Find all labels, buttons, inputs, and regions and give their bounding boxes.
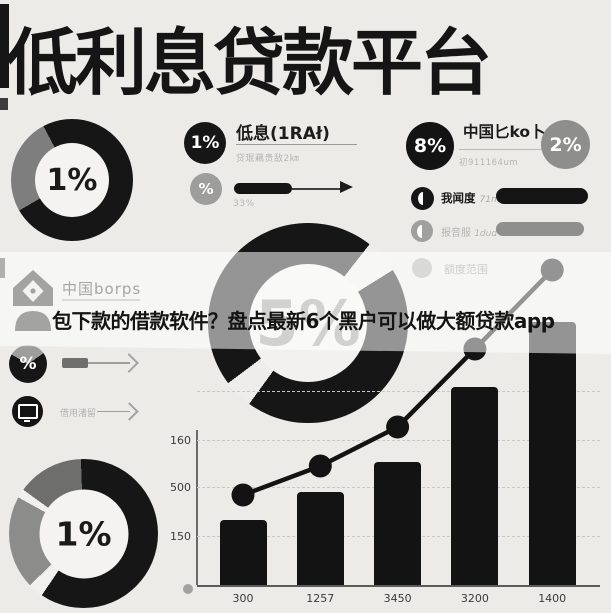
gridline (197, 440, 600, 441)
banner: 中国borps 包下款的借款软件？盘点最新6个黑户可以做大额贷款app (0, 252, 611, 354)
arrow-right-icon (340, 181, 353, 193)
china-row1-label: 我闻度 71mm (441, 191, 509, 205)
bar (451, 387, 499, 585)
chevron-right-icon (119, 353, 139, 373)
china-row2-label: 报音服 1dud (441, 228, 498, 239)
data-point (386, 415, 410, 439)
y-axis (196, 430, 198, 585)
bar (374, 462, 422, 585)
y-tick-label: 150 (170, 530, 191, 543)
x-tick-label: 1257 (306, 592, 335, 605)
x-tick-label: 3450 (383, 592, 412, 605)
donut-bottom-left-value: 1% (55, 514, 112, 553)
arrow-line (88, 362, 130, 364)
divider (236, 144, 357, 145)
y-tick-label: 500 (170, 481, 191, 494)
percent-badge-left: % (9, 345, 47, 383)
bar (296, 492, 344, 585)
china-row1-bar (496, 188, 588, 204)
x-tick-label: 3200 (460, 592, 489, 605)
axis-bullet (183, 584, 193, 594)
monitor-row-label: 借用渚留 (60, 409, 97, 419)
home-icon (13, 270, 53, 331)
china-title: 中国匕ko卜 (463, 123, 546, 141)
brand-name: 中国borps (62, 280, 142, 298)
chevron-right-icon (120, 402, 139, 421)
edge-mark (0, 4, 9, 88)
brand-underline (62, 299, 140, 301)
low-interest-badge: 1% (184, 122, 226, 164)
china-right-badge: 2% (541, 120, 590, 169)
half-moon-glyph (417, 224, 427, 238)
page-title: 低利息贷款平台 (6, 21, 492, 105)
monitor-glyph (17, 404, 38, 422)
monitor-icon (12, 396, 43, 427)
gridline (197, 391, 600, 392)
headline: 包下款的借款软件？盘点最新6个黑户可以做大额贷款app (52, 309, 555, 333)
china-row2-bar (496, 222, 584, 236)
china-row1-sub: 71mm (479, 195, 509, 205)
x-tick-label: 1400 (538, 592, 567, 605)
donut-chart-top-left: 1% (11, 119, 133, 241)
x-tick-label: 300 (232, 592, 254, 605)
china-row2-sub: 1dud (474, 229, 498, 239)
bar-chart: 160 500 150 300 1257 3450 3200 1400 (170, 322, 600, 605)
data-point (308, 454, 332, 478)
progress-bar (234, 183, 292, 194)
y-tick-label: 160 (170, 434, 191, 447)
divider (459, 149, 543, 150)
china-subtitle: 初911164um (459, 158, 519, 168)
clock-icon-gray (411, 220, 433, 242)
bar (219, 520, 267, 585)
arrow-line (97, 411, 130, 413)
low-interest-subtitle: 贷琨藕贵敌2㎞ (236, 154, 300, 164)
bar (528, 322, 576, 585)
banner-overlay (0, 252, 611, 354)
clock-icon (411, 187, 434, 210)
percent-badge: % (190, 173, 222, 205)
donut-chart-bottom-left: 1% (9, 459, 158, 608)
china-left-badge: 8% (406, 122, 454, 170)
arrow-line (292, 188, 340, 190)
small-bar (62, 358, 88, 368)
donut-top-left-value: 1% (46, 162, 98, 198)
edge-mark (0, 98, 8, 110)
half-moon-glyph (417, 192, 428, 205)
data-point (231, 483, 255, 507)
low-interest-title: 低息(1RAł) (236, 124, 330, 144)
low-interest-stat: 33% (233, 199, 255, 209)
